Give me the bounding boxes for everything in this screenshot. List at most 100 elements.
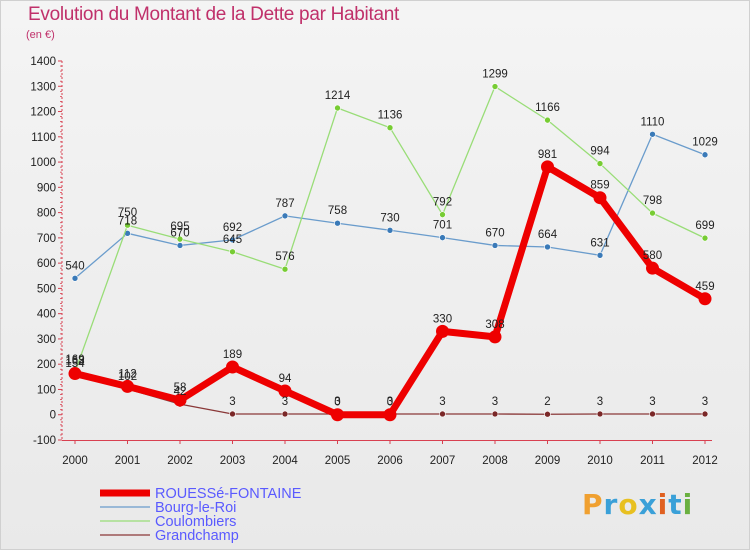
data-label: 695 (170, 221, 189, 233)
data-label: 169 (65, 354, 84, 366)
data-point (229, 410, 236, 418)
data-label: 0 (387, 397, 393, 409)
x-tick-label: 2007 (430, 455, 456, 467)
logo-letter: r (603, 488, 619, 521)
data-point (491, 410, 499, 418)
data-point (173, 393, 187, 407)
y-tick-label: 1100 (31, 132, 56, 144)
data-point (491, 242, 499, 249)
data-label: 787 (275, 198, 294, 210)
series-line (71, 163, 709, 419)
data-label: 699 (695, 220, 714, 232)
y-tick-label: -100 (33, 435, 56, 447)
data-point (701, 151, 709, 159)
series-lines (68, 83, 712, 422)
data-point (544, 410, 551, 418)
data-label: 540 (65, 260, 84, 272)
data-point (124, 221, 131, 229)
data-label: 308 (485, 319, 504, 331)
data-point (278, 384, 292, 398)
data-point (334, 104, 341, 112)
proxiti-logo: Proxiti (582, 488, 693, 521)
data-point (439, 234, 446, 241)
data-point (281, 212, 289, 220)
data-label: 670 (170, 227, 189, 239)
data-label: 112 (118, 368, 136, 380)
y-tick-label: 100 (37, 384, 56, 396)
data-point (698, 292, 712, 306)
data-label: 730 (380, 212, 399, 224)
data-label: 102 (118, 371, 137, 383)
legend-label: ROUESSé-FONTAINE (155, 486, 302, 502)
data-point (386, 124, 394, 132)
legend: ROUESSé-FONTAINEBourg-le-RoiCoulombiersG… (100, 486, 302, 544)
data-point (71, 274, 79, 282)
logo-letter: i (682, 488, 694, 521)
data-label: 750 (118, 207, 137, 219)
data-point (439, 211, 446, 218)
data-label: 3 (439, 396, 445, 408)
logo-letter: x (638, 488, 658, 521)
data-label: 3 (492, 396, 498, 408)
logo-letter: o (618, 488, 639, 521)
data-label: 330 (433, 313, 452, 325)
data-label: 859 (590, 180, 609, 192)
data-point (439, 410, 446, 418)
data-point (488, 330, 502, 344)
data-label: 154 (65, 358, 85, 370)
data-point (176, 242, 184, 249)
data-point (544, 243, 551, 251)
data-point (436, 324, 449, 338)
data-label: 94 (279, 373, 292, 385)
data-point (596, 160, 604, 167)
data-label: 718 (118, 215, 137, 227)
y-tick-label: 600 (37, 258, 56, 270)
data-point (491, 83, 499, 90)
data-label: 798 (643, 195, 662, 207)
chart-title: Evolution du Montant de la Dette par Hab… (28, 4, 399, 25)
logo-letter: P (582, 488, 604, 521)
data-point (386, 226, 394, 234)
data-point (649, 410, 656, 418)
legend-label: Bourg-le-Roi (155, 500, 236, 516)
data-label: 1166 (535, 102, 560, 114)
x-tick-label: 2011 (640, 455, 665, 467)
chart-unit: (en €) (26, 29, 55, 41)
data-point (649, 130, 656, 138)
y-tick-label: 1300 (30, 81, 56, 93)
data-label: 3 (229, 396, 235, 408)
data-point (701, 410, 709, 418)
data-label: 42 (174, 386, 187, 398)
data-point (281, 265, 289, 273)
data-label: 664 (538, 229, 558, 241)
legend-label: Coulombiers (155, 514, 236, 530)
x-tick-label: 2002 (167, 455, 193, 467)
data-label: 2 (544, 396, 550, 408)
y-tick-label: 300 (37, 334, 56, 346)
data-label: 758 (328, 205, 347, 217)
data-point (229, 248, 236, 256)
x-tick-label: 2003 (220, 455, 246, 467)
data-label: 1214 (325, 90, 351, 102)
x-tick-label: 2005 (325, 455, 351, 467)
data-label: 1029 (692, 137, 718, 149)
data-label: 576 (275, 251, 294, 263)
x-tick-label: 2000 (62, 455, 88, 467)
data-point (281, 410, 289, 418)
data-point (649, 209, 656, 217)
legend-label: Grandchamp (155, 528, 239, 544)
y-tick-label: 1200 (30, 107, 56, 119)
data-point (596, 410, 604, 418)
y-tick-label: 400 (37, 309, 56, 321)
data-label: 670 (485, 227, 504, 239)
axes: -100010020030040050060070080090010001100… (30, 56, 717, 467)
data-label: 631 (590, 237, 609, 249)
data-label: 58 (174, 382, 187, 394)
data-label: 3 (702, 396, 708, 408)
y-tick-label: 800 (37, 208, 56, 220)
y-tick-label: 1400 (30, 56, 56, 68)
data-label: 1110 (641, 116, 665, 128)
y-tick-label: 1000 (30, 157, 56, 169)
